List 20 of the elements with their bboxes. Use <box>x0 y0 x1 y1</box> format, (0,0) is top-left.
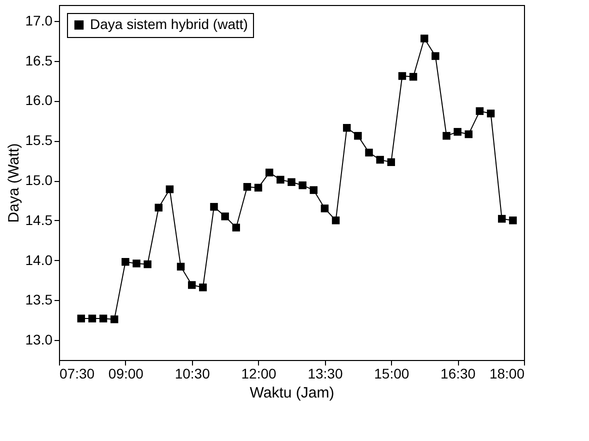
x-tick-label: 13:30 <box>308 366 343 382</box>
y-tick-label: 14.0 <box>25 252 53 268</box>
y-tick-label: 17.0 <box>25 12 53 28</box>
y-tick-label: 16.5 <box>25 52 53 68</box>
x-tick-label: 09:00 <box>108 366 144 382</box>
legend-label: Daya sistem hybrid (watt) <box>90 16 248 32</box>
y-tick-label: 13.5 <box>25 292 53 308</box>
x-axis-title: Waktu (Jam) <box>250 384 334 402</box>
x-tick-label: 07:30 <box>60 366 95 382</box>
x-tick-label: 15:00 <box>374 366 410 382</box>
y-tick-label: 13.0 <box>25 332 53 348</box>
x-tick-label: 16:30 <box>440 366 476 382</box>
y-tick-label: 16.0 <box>25 92 53 108</box>
y-tick-label: 14.5 <box>25 212 53 228</box>
x-tick-label: 18:00 <box>489 366 525 382</box>
x-tick-label: 10:30 <box>174 366 210 382</box>
y-tick-label: 15.5 <box>25 132 53 148</box>
y-axis-title: Daya (Watt) <box>5 143 22 223</box>
x-tick-label: 12:00 <box>241 366 277 382</box>
y-tick-label: 15.0 <box>25 172 53 188</box>
